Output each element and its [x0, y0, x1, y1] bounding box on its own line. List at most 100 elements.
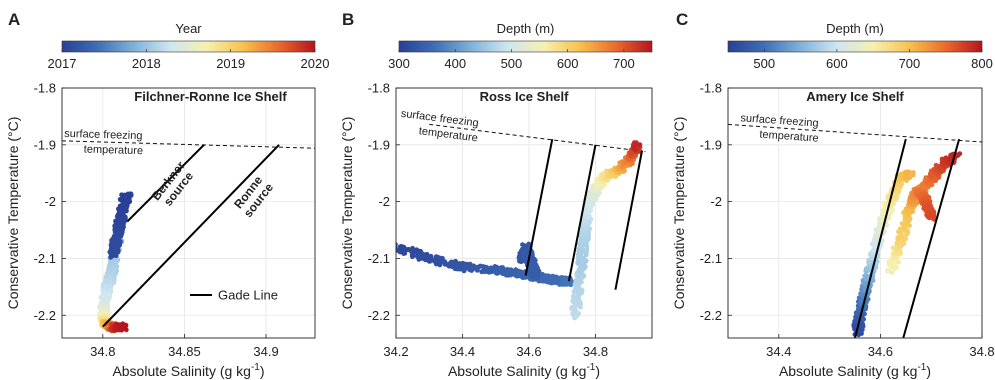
data-point [874, 259, 880, 264]
data-point [108, 249, 114, 254]
data-point [115, 247, 121, 253]
data-point [508, 268, 514, 273]
freezing-label-line1: surface freezing [740, 112, 819, 129]
data-point [582, 264, 588, 269]
data-point [570, 311, 576, 317]
data-point [486, 268, 491, 274]
data-point [579, 287, 584, 293]
y-tick-label: -2 [378, 194, 390, 209]
colorbar [727, 40, 983, 53]
panel-letter: B [342, 10, 354, 29]
data-point [887, 262, 892, 268]
data-point [427, 255, 433, 260]
x-axis-label: Absolute Salinity (g kg-1) [112, 362, 264, 379]
colorbar-tick-label: 2017 [48, 56, 77, 71]
data-point [900, 226, 906, 232]
colorbar-tick-label: 400 [444, 56, 466, 71]
gade-line [902, 138, 961, 338]
colorbar-label: Depth (m) [497, 21, 555, 36]
data-point [608, 173, 614, 179]
y-tick-label: -2.2 [34, 308, 56, 323]
data-point [923, 175, 929, 181]
data-point [573, 277, 579, 283]
y-tick-label: -1.8 [34, 81, 56, 96]
data-point [898, 171, 904, 177]
panel-letter: A [8, 10, 20, 29]
y-tick-label: -2.1 [368, 251, 390, 266]
data-point [403, 246, 408, 252]
x-tick-label: 34.4 [766, 344, 791, 359]
colorbar-tick-label: 2020 [301, 56, 330, 71]
data-point [461, 268, 467, 274]
data-point [566, 281, 572, 287]
data-point [930, 216, 936, 222]
freezing-line [429, 123, 646, 153]
data-point [579, 270, 584, 276]
data-point [896, 259, 902, 265]
data-point [631, 145, 637, 151]
data-point [628, 150, 634, 156]
plot-area [396, 88, 652, 338]
y-tick-label: -1.9 [34, 137, 56, 152]
data-point [104, 285, 110, 290]
data-point [926, 195, 932, 200]
data-point [858, 298, 864, 304]
data-point [911, 170, 916, 176]
colorbar-tick-label: 2018 [132, 56, 161, 71]
data-point [866, 262, 872, 268]
data-point [891, 261, 897, 267]
panel-letter: C [676, 10, 688, 29]
freezing-label-line2: temperature [759, 129, 819, 145]
data-point [885, 193, 891, 199]
colorbar-label: Year [175, 21, 202, 36]
chart-title: Ross Ice Shelf [480, 89, 570, 104]
data-point [926, 212, 932, 217]
data-point [105, 304, 111, 310]
data-point [116, 207, 122, 213]
data-point [902, 212, 908, 217]
colorbar-tick-label: 500 [501, 56, 523, 71]
data-point [929, 173, 935, 178]
y-tick-label: -2 [44, 194, 56, 209]
data-point [529, 274, 535, 280]
data-point [436, 255, 441, 261]
data-point [861, 279, 866, 285]
data-point [894, 195, 900, 200]
data-point [122, 196, 127, 201]
data-point [904, 216, 910, 222]
data-point [123, 327, 129, 333]
x-tick-label: 34.8 [969, 344, 994, 359]
colorbar-tick-label: 600 [826, 56, 848, 71]
data-point [128, 192, 134, 198]
data-point [442, 261, 448, 267]
colorbar [398, 40, 653, 53]
gade-line [614, 150, 644, 290]
data-point [637, 142, 643, 148]
data-point [123, 323, 128, 329]
data-point [922, 201, 928, 207]
data-point [579, 240, 584, 246]
y-axis-label: Conservative Temperature (°C) [5, 117, 21, 310]
colorbar-tick-label: 2019 [216, 56, 245, 71]
data-point [114, 264, 120, 269]
y-tick-label: -1.8 [368, 81, 390, 96]
data-point [523, 258, 529, 264]
y-axis-label: Conservative Temperature (°C) [671, 117, 687, 310]
x-axis-label: Absolute Salinity (g kg-1) [448, 362, 600, 379]
x-tick-label: 34.8 [583, 344, 608, 359]
y-tick-label: -1.8 [700, 81, 722, 96]
data-point [452, 262, 458, 268]
data-point [895, 189, 900, 195]
y-tick-label: -1.9 [700, 137, 722, 152]
gade-line [567, 144, 597, 282]
freezing-line [62, 140, 315, 149]
data-layer [62, 140, 315, 334]
data-point [111, 237, 116, 243]
data-point [408, 248, 414, 254]
y-tick-label: -2 [710, 194, 722, 209]
legend-label: Gade Line [218, 288, 278, 303]
data-point [423, 252, 429, 257]
colorbar [61, 40, 316, 53]
data-point [477, 263, 483, 269]
